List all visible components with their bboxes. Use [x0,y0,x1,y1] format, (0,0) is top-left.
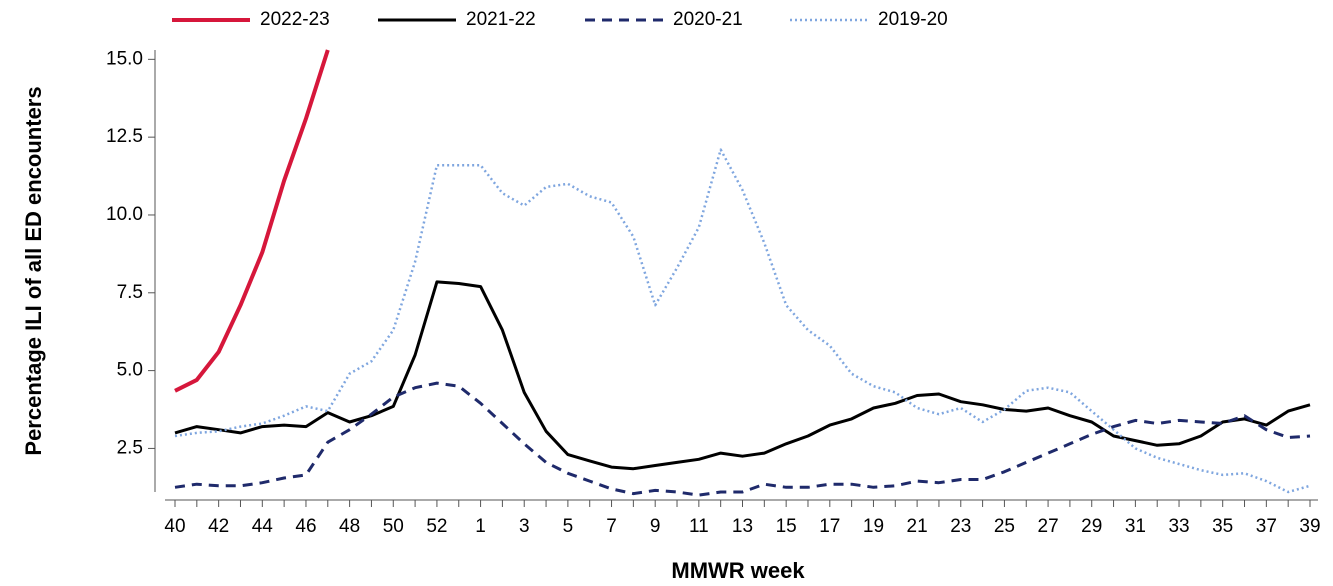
x-tick-label: 39 [1299,516,1320,537]
series-line [174,280,1311,471]
series-line [174,381,1311,497]
x-tick-label: 13 [732,516,753,537]
x-tick-label: 27 [1038,516,1059,537]
x-tick-label: 9 [650,516,661,537]
x-tick-label: 40 [164,516,185,537]
series-line [174,49,330,393]
x-tick-label: 33 [1168,516,1189,537]
series-line [174,148,1311,494]
x-tick-label: 11 [689,516,709,537]
y-tick-label: 12.5 [106,126,143,147]
x-tick-label: 46 [295,516,316,537]
x-tick-label: 35 [1212,516,1233,537]
legend-label: 2021-22 [466,9,536,30]
x-tick-label: 3 [519,516,530,537]
y-tick-label: 5.0 [117,360,143,381]
x-tick-label: 42 [208,516,229,537]
legend-label: 2019-20 [878,9,948,30]
x-tick-label: 17 [819,516,840,537]
y-tick-label: 10.0 [106,204,143,225]
x-tick-label: 15 [776,516,797,537]
x-tick-label: 5 [563,516,574,537]
y-tick-label: 15.0 [106,48,143,69]
x-tick-label: 21 [907,516,928,537]
x-tick-label: 7 [606,516,617,537]
x-tick-label: 37 [1256,516,1277,537]
y-tick-label: 2.5 [117,437,143,458]
x-tick-label: 19 [863,516,884,537]
x-tick-label: 52 [426,516,447,537]
x-tick-label: 25 [994,516,1015,537]
x-tick-label: 31 [1125,516,1146,537]
x-tick-label: 48 [339,516,360,537]
x-tick-label: 1 [475,516,486,537]
y-axis-title: Percentage ILI of all ED encounters [21,86,46,455]
x-tick-label: 50 [383,516,404,537]
legend-label: 2022-23 [260,9,330,30]
legend-label: 2020-21 [673,9,743,30]
x-tick-label: 29 [1081,516,1102,537]
x-axis-title: MMWR week [671,558,805,583]
x-tick-label: 44 [252,516,274,537]
y-tick-label: 7.5 [117,282,143,303]
x-tick-label: 23 [950,516,971,537]
